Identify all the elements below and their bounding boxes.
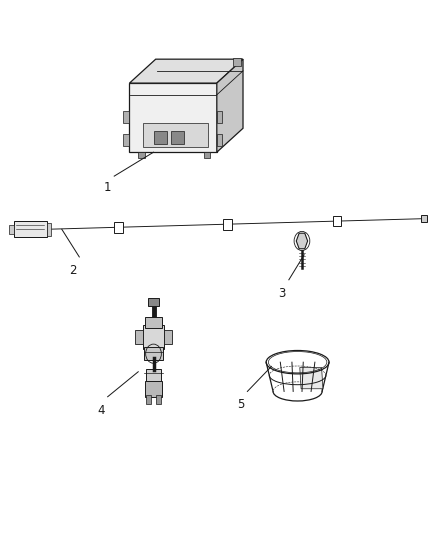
Polygon shape — [123, 134, 130, 146]
Polygon shape — [114, 222, 123, 232]
Polygon shape — [153, 131, 166, 144]
Polygon shape — [148, 298, 159, 306]
Polygon shape — [130, 59, 243, 83]
Text: 4: 4 — [97, 403, 105, 417]
Polygon shape — [145, 317, 162, 328]
Polygon shape — [171, 131, 184, 144]
Polygon shape — [130, 83, 217, 152]
Polygon shape — [14, 221, 46, 237]
Polygon shape — [233, 58, 241, 66]
Text: 2: 2 — [69, 264, 77, 277]
Text: 3: 3 — [279, 287, 286, 300]
Polygon shape — [143, 325, 164, 349]
Polygon shape — [145, 381, 162, 397]
Polygon shape — [332, 216, 341, 227]
Polygon shape — [46, 223, 51, 236]
Polygon shape — [146, 368, 161, 381]
Polygon shape — [9, 225, 14, 233]
Polygon shape — [135, 330, 143, 344]
Polygon shape — [204, 152, 210, 158]
Polygon shape — [217, 134, 222, 146]
Polygon shape — [143, 123, 208, 147]
Polygon shape — [421, 215, 427, 222]
Text: 5: 5 — [237, 398, 244, 411]
Polygon shape — [123, 111, 130, 123]
Polygon shape — [300, 368, 323, 389]
Polygon shape — [144, 348, 163, 360]
Polygon shape — [217, 59, 243, 152]
Polygon shape — [296, 233, 307, 249]
Text: 1: 1 — [104, 181, 111, 195]
Polygon shape — [146, 395, 151, 403]
Polygon shape — [223, 219, 232, 230]
Polygon shape — [138, 152, 145, 158]
Polygon shape — [155, 395, 161, 403]
Polygon shape — [164, 330, 172, 344]
Polygon shape — [217, 111, 222, 123]
